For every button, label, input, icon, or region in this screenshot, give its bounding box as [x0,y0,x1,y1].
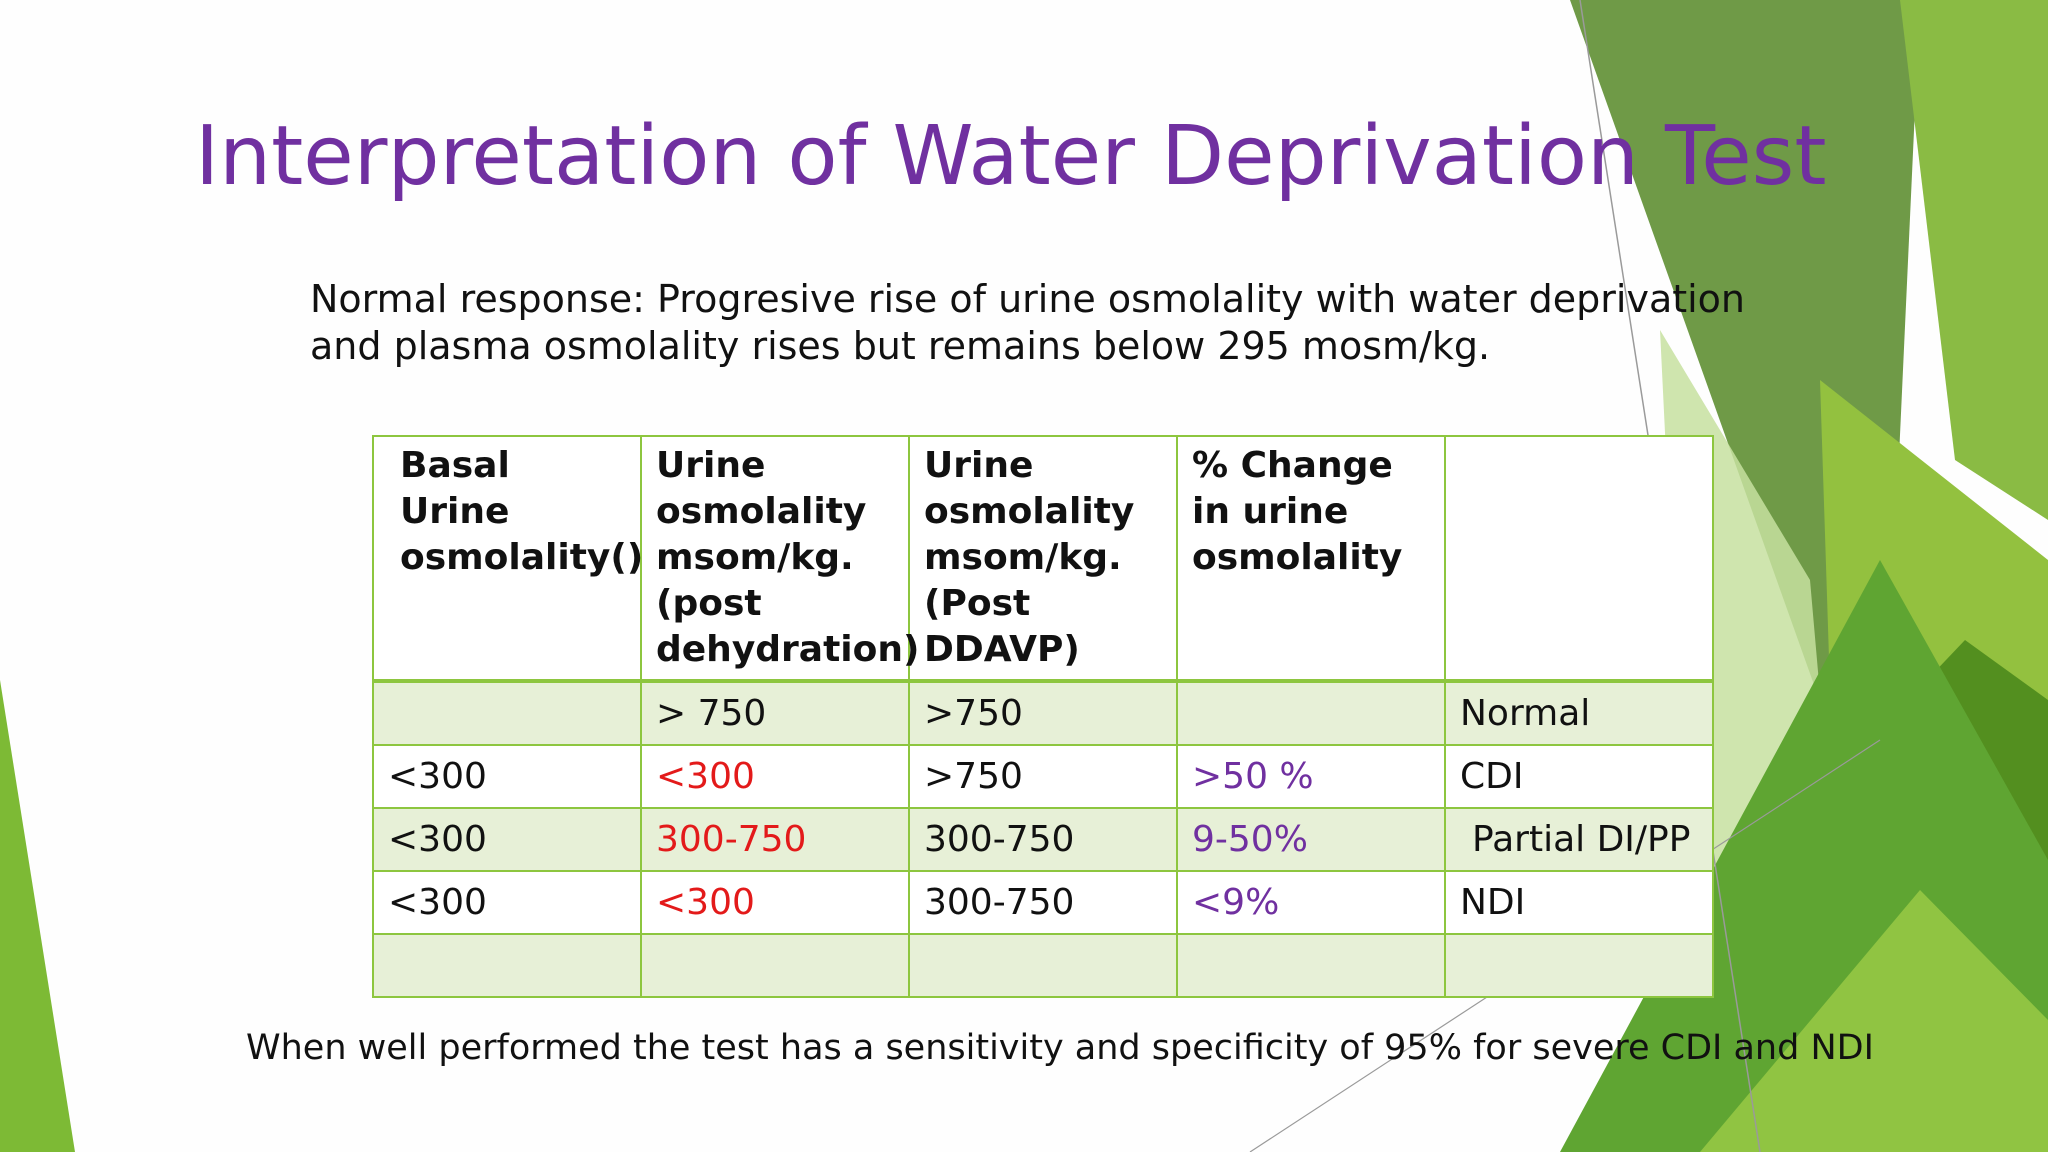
header-post-dehydration: Urine osmolality msom/kg. (post dehydrat… [640,435,919,683]
table-cell: <300 [640,744,910,809]
table-cell [1444,933,1714,998]
table-cell: NDI [1444,870,1714,935]
table-row: <300 <300 300-750 <9% NDI [372,870,1714,935]
table-cell: Partial DI/PP [1444,807,1714,872]
table-cell: CDI [1444,744,1714,809]
table-cell: 300-750 [640,807,910,872]
table-cell: 300-750 [908,870,1178,935]
intro-line-2: and plasma osmolality rises but remains … [310,324,1491,368]
table-cell [372,680,642,746]
table-cell [1176,933,1446,998]
table-row: > 750 >750 Normal [372,680,1714,746]
slide-title: Interpretation of Water Deprivation Test [195,109,1827,204]
table-cell [372,933,642,998]
table-cell: >750 [908,680,1178,746]
bottom-light-shape [1700,890,2048,1152]
right-top-shape [1900,0,2048,520]
footer-note: When well performed the test has a sensi… [246,1028,1874,1068]
table-cell: 300-750 [908,807,1178,872]
table-cell: <300 [640,870,910,935]
table-cell: >50 % [1176,744,1446,809]
table-cell: >750 [908,744,1178,809]
header-post-ddavp: Urine osmolality msom/kg. (Post DDAVP) [908,435,1178,683]
table-header-row: Basal Urine osmolality() Urine osmolalit… [372,435,1714,683]
table-cell: <300 [372,807,642,872]
header-basal-urine: Basal Urine osmolality() [372,435,643,683]
table-cell [640,933,910,998]
table-row [372,933,1714,998]
table-cell: 9-50% [1176,807,1446,872]
intro-text: Normal response: Progresive rise of urin… [310,276,1810,370]
table-cell: <300 [372,744,642,809]
table-cell: <300 [372,870,642,935]
table-row: <300 <300 >750 >50 % CDI [372,744,1714,809]
table-cell [908,933,1178,998]
table-cell [1176,680,1446,746]
left-green-sliver [0,680,75,1152]
table-cell: Normal [1444,680,1714,746]
interpretation-table: Basal Urine osmolality() Urine osmolalit… [372,435,1714,998]
intro-line-1: Normal response: Progresive rise of urin… [310,277,1746,321]
table-cell: <9% [1176,870,1446,935]
table-cell: > 750 [640,680,910,746]
header-diagnosis [1444,435,1714,683]
table-row: <300 300-750 300-750 9-50% Partial DI/PP [372,807,1714,872]
header-percent-change: % Change in urine osmolality [1176,435,1446,683]
